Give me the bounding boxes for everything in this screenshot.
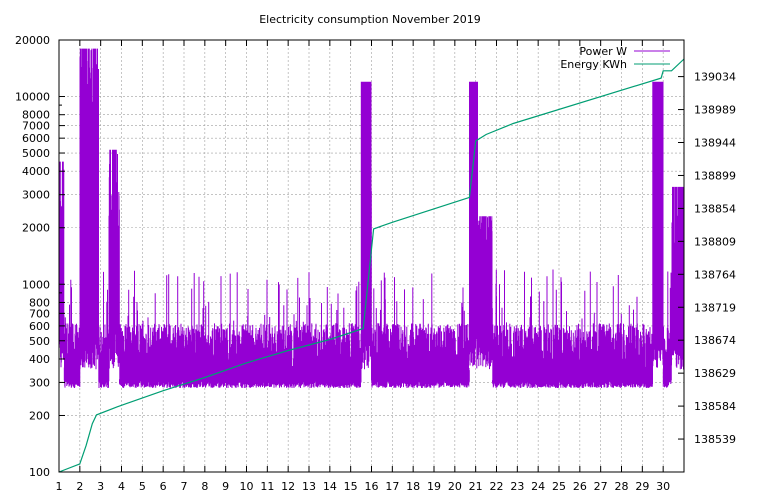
x-tick-label: 14 [323, 480, 337, 493]
y-left-tick-label: 7000 [22, 120, 50, 133]
y-left-tick-label: 700 [29, 307, 50, 320]
x-tick-label: 17 [385, 480, 399, 493]
y-right-tick-label: 138584 [694, 400, 736, 413]
x-tick-label: 26 [573, 480, 587, 493]
x-tick-label: 7 [181, 480, 188, 493]
y-left-tick-label: 4000 [22, 165, 50, 178]
x-tick-label: 19 [427, 480, 441, 493]
x-tick-label: 25 [552, 480, 566, 493]
x-tick-label: 24 [531, 480, 545, 493]
x-tick-label: 23 [510, 480, 524, 493]
x-tick-label: 2 [76, 480, 83, 493]
x-tick-label: 11 [260, 480, 274, 493]
x-tick-label: 21 [469, 480, 483, 493]
y-right-tick-label: 138674 [694, 334, 736, 347]
x-tick-label: 3 [97, 480, 104, 493]
chart-title: Electricity consumption November 2019 [259, 13, 481, 26]
x-tick-label: 28 [615, 480, 629, 493]
y-left-tick-label: 800 [29, 296, 50, 309]
y-right-tick-label: 138764 [694, 268, 736, 281]
axis-ticks: 1 2 3 4 5 6 7 8 9 10 11 12 13 14 15 16 17 18 19 20 21 22 23 24 2… [15, 34, 736, 493]
x-tick-label: 12 [281, 480, 295, 493]
y-left-tick-label: 1000 [22, 278, 50, 291]
y-right-tick-label: 138809 [694, 235, 736, 248]
legend-power-label: Power W [579, 45, 627, 58]
x-tick-label: 6 [160, 480, 167, 493]
grid-lines [58, 39, 684, 473]
y-left-tick-label: 6000 [22, 132, 50, 145]
y-left-tick-label: 5000 [22, 147, 50, 160]
energy-line [58, 58, 685, 473]
y-right-tick-label: 139034 [694, 71, 736, 84]
y-left-tick-label: 400 [29, 353, 50, 366]
x-tick-label: 18 [406, 480, 420, 493]
x-tick-label: 10 [240, 480, 254, 493]
x-tick-label: 30 [656, 480, 670, 493]
x-tick-label: 5 [139, 480, 146, 493]
y-left-tick-label: 100 [29, 466, 50, 479]
x-tick-label: 16 [365, 480, 379, 493]
y-right-tick-label: 138539 [694, 433, 736, 446]
x-tick-label: 29 [635, 480, 649, 493]
y-left-tick-label: 3000 [22, 189, 50, 202]
y-left-tick-label: 10000 [15, 91, 50, 104]
x-tick-label: 27 [594, 480, 608, 493]
legend-energy-label: Energy KWh [560, 58, 627, 71]
energy-series [58, 58, 685, 473]
y-right-tick-label: 138629 [694, 367, 736, 380]
y-right-tick-label: 138719 [694, 301, 736, 314]
y-left-tick-label: 600 [29, 320, 50, 333]
y-right-tick-label: 138944 [694, 137, 736, 150]
x-tick-label: 4 [118, 480, 125, 493]
x-tick-label: 9 [222, 480, 229, 493]
legend: Power W Energy KWh [560, 45, 670, 71]
y-left-tick-label: 8000 [22, 109, 50, 122]
x-tick-label: 15 [344, 480, 358, 493]
y-left-tick-label: 20000 [15, 34, 50, 47]
y-left-tick-label: 200 [29, 409, 50, 422]
y-left-tick-label: 2000 [22, 222, 50, 235]
y-left-tick-label: 300 [29, 376, 50, 389]
x-tick-label: 22 [490, 480, 504, 493]
y-right-tick-label: 138854 [694, 202, 736, 215]
y-right-tick-label: 138899 [694, 169, 736, 182]
x-tick-label: 1 [56, 480, 63, 493]
y-left-tick-label: 500 [29, 335, 50, 348]
y-right-tick-label: 138989 [694, 104, 736, 117]
x-tick-label: 20 [448, 480, 462, 493]
x-tick-label: 8 [201, 480, 208, 493]
x-tick-label: 13 [302, 480, 316, 493]
